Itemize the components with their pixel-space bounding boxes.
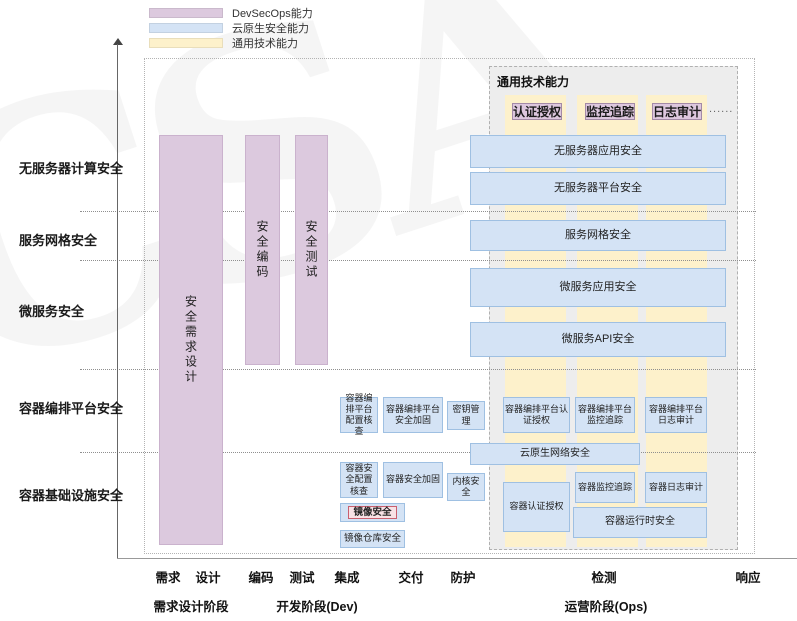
- generic-header-log: 日志审计: [652, 103, 702, 120]
- box-container-log-audit: 容器日志审计: [645, 472, 707, 503]
- bar-serverless-platform-security: 无服务器平台安全: [470, 172, 726, 205]
- bar-microservice-api-security: 微服务API安全: [470, 322, 726, 357]
- devsecops-color-swatch: [149, 7, 223, 18]
- stage-requirement: 需求: [155, 571, 181, 585]
- generic-column-log: [646, 95, 707, 547]
- bar-serverless-app-security: 无服务器应用安全: [470, 135, 726, 168]
- y-axis: [117, 44, 118, 558]
- generic-column-authn: [505, 95, 566, 547]
- box-image-registry-security: 镜像仓库安全: [340, 530, 405, 548]
- generic-header-monitor: 监控追踪: [585, 103, 635, 120]
- plot-area-border: [144, 58, 755, 554]
- row-divider: [80, 369, 756, 370]
- box-container-hardening: 容器安全加固: [383, 462, 443, 498]
- y-axis-arrow-icon: [113, 38, 123, 45]
- box-container-monitor-trace: 容器监控追踪: [575, 472, 635, 503]
- legend-item-devsecops: DevSecOps能力: [149, 5, 313, 20]
- generic-color-swatch: [149, 37, 223, 48]
- row-label-infrastructure: 容器基础设施安全: [19, 488, 124, 503]
- cloudnative-color-swatch: [149, 22, 223, 33]
- x-axis: [117, 558, 797, 559]
- box-orch-config-check: 容器编排平台配置核查: [340, 393, 378, 436]
- row-label-microservice: 微服务安全: [19, 304, 85, 319]
- phase-requirement-design: 需求设计阶段: [153, 600, 229, 614]
- generic-column-monitor: [577, 95, 638, 547]
- stage-protection: 防护: [450, 571, 476, 585]
- bar-security-testing: 安全测试: [295, 135, 328, 365]
- row-divider: [80, 211, 756, 212]
- box-image-security: 镜像安全: [340, 503, 405, 522]
- bar-secure-coding: 安全编码: [245, 135, 280, 365]
- generic-panel-title: 通用技术能力: [497, 75, 570, 89]
- legend-label: DevSecOps能力: [232, 7, 313, 20]
- box-orch-hardening: 容器编排平台安全加固: [383, 397, 443, 433]
- stage-testing: 测试: [289, 571, 315, 585]
- phase-ops: 运营阶段(Ops): [564, 600, 648, 614]
- box-orch-log-audit: 容器编排平台日志审计: [645, 397, 707, 433]
- stage-detection: 检测: [591, 571, 617, 585]
- legend-label: 通用技术能力: [232, 37, 298, 50]
- box-container-runtime-security: 容器运行时安全: [573, 507, 707, 538]
- row-divider: [80, 452, 756, 453]
- legend: DevSecOps能力 云原生安全能力 通用技术能力: [149, 5, 313, 50]
- row-label-serverless: 无服务器计算安全: [19, 161, 124, 176]
- legend-item-cloudnative: 云原生安全能力: [149, 20, 313, 35]
- image-security-highlight: 镜像安全: [348, 505, 397, 520]
- stage-delivery: 交付: [398, 571, 424, 585]
- row-label-orchestration: 容器编排平台安全: [19, 401, 124, 416]
- generic-header-authn: 认证授权: [512, 103, 562, 120]
- box-container-config-check: 容器安全配置核查: [340, 462, 378, 498]
- bar-microservice-app-security: 微服务应用安全: [470, 268, 726, 307]
- row-divider: [80, 260, 756, 261]
- stage-design: 设计: [195, 571, 221, 585]
- box-orch-monitor-trace: 容器编排平台监控追踪: [575, 397, 635, 433]
- box-container-authn-authz: 容器认证授权: [503, 482, 570, 532]
- legend-item-generic: 通用技术能力: [149, 35, 313, 50]
- stage-integration: 集成: [334, 571, 360, 585]
- stage-coding: 编码: [248, 571, 274, 585]
- box-key-management: 密钥管理: [447, 401, 485, 430]
- box-kernel-security: 内核安全: [447, 473, 485, 501]
- legend-label: 云原生安全能力: [232, 22, 309, 35]
- phase-dev: 开发阶段(Dev): [276, 600, 358, 614]
- box-orch-authn-authz: 容器编排平台认证授权: [503, 397, 570, 433]
- generic-header-ellipsis: ......: [709, 103, 734, 115]
- bar-cloud-native-network-security: 云原生网络安全: [470, 443, 640, 465]
- bar-security-requirement-design: 安全需求设计: [159, 135, 223, 545]
- stage-response: 响应: [735, 571, 761, 585]
- bar-service-mesh-security: 服务网格安全: [470, 220, 726, 251]
- row-label-service-mesh: 服务网格安全: [19, 233, 98, 248]
